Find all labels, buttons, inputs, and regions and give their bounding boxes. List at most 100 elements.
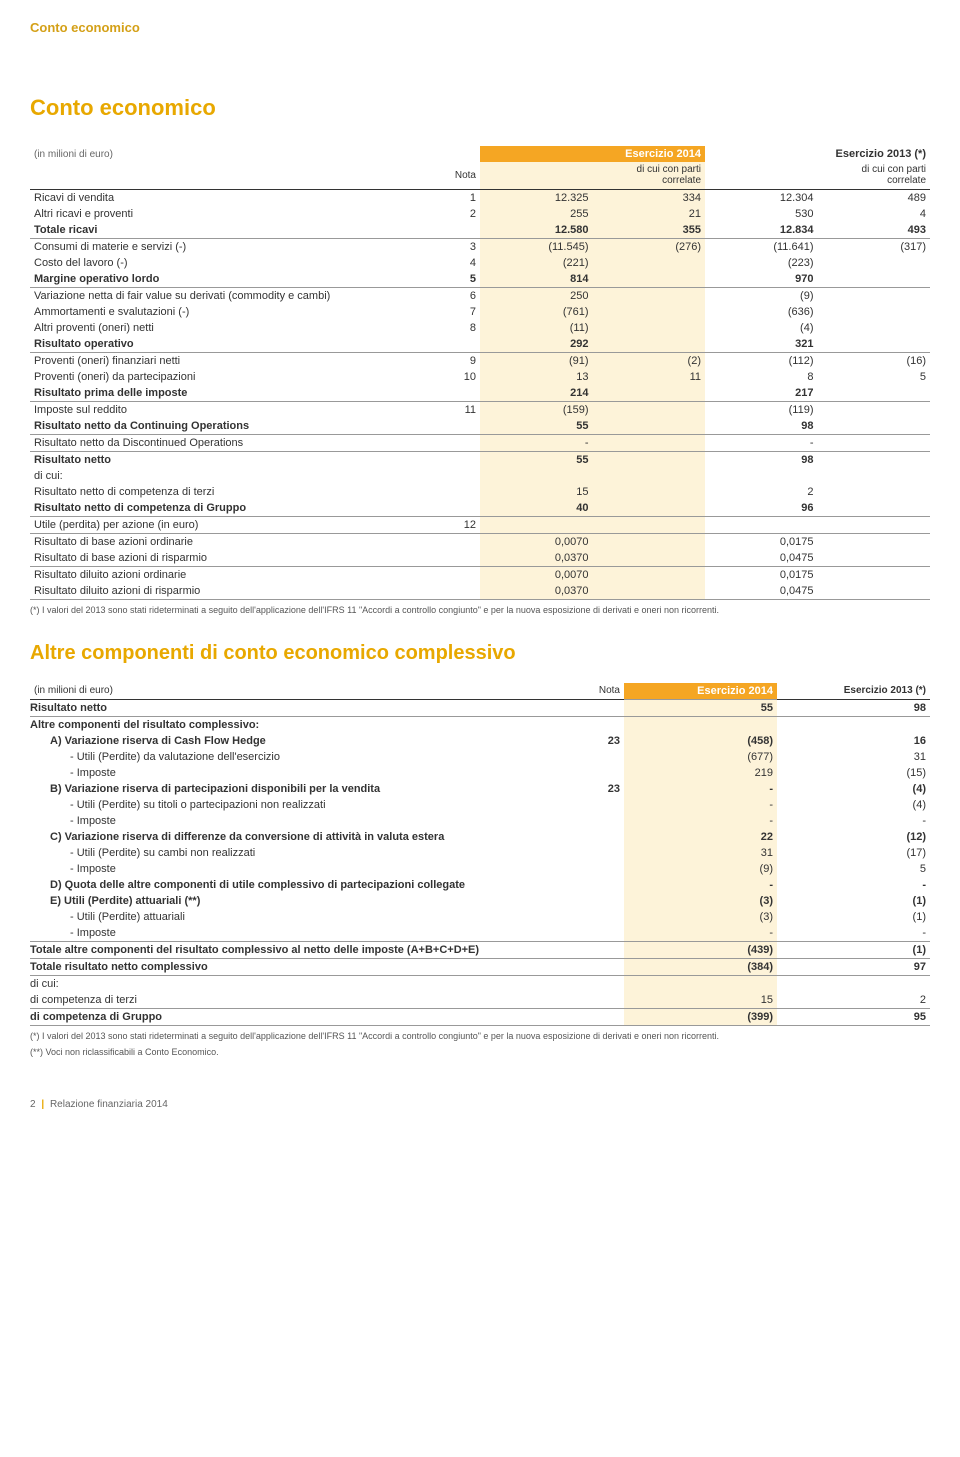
row-c13: 4 bbox=[818, 206, 931, 222]
row-v14: (11) bbox=[480, 320, 593, 336]
row-v13: 16 bbox=[777, 733, 930, 749]
row-label: - Imposte bbox=[30, 925, 552, 942]
row-label: B) Variazione riserva di partecipazioni … bbox=[30, 781, 552, 797]
row-v13: 2 bbox=[705, 484, 818, 500]
row-c14 bbox=[593, 567, 706, 584]
table-row: Risultato prima delle imposte214217 bbox=[30, 385, 930, 402]
row-v14: 214 bbox=[480, 385, 593, 402]
row-v13: 98 bbox=[705, 418, 818, 435]
row-v13 bbox=[777, 716, 930, 733]
row-label: - Utili (Perdite) attuariali bbox=[30, 909, 552, 925]
table-row: Ricavi di vendita112.32533412.304489 bbox=[30, 190, 930, 207]
row-v13: 0,0175 bbox=[705, 534, 818, 551]
row-label: Risultato operativo bbox=[30, 336, 424, 353]
row-label: di competenza di terzi bbox=[30, 992, 552, 1009]
row-nota: 4 bbox=[424, 255, 480, 271]
row-v14: - bbox=[624, 781, 777, 797]
table1-header-row1: (in milioni di euro) Esercizio 2014 Eser… bbox=[30, 146, 930, 162]
table-row: B) Variazione riserva di partecipazioni … bbox=[30, 781, 930, 797]
row-v14: (11.545) bbox=[480, 239, 593, 256]
row-label: Risultato prima delle imposte bbox=[30, 385, 424, 402]
row-v14: 40 bbox=[480, 500, 593, 517]
row-label: Risultato netto bbox=[30, 699, 552, 716]
table-row: - Utili (Perdite) attuariali(3)(1) bbox=[30, 909, 930, 925]
row-nota bbox=[552, 1008, 624, 1025]
row-nota bbox=[424, 222, 480, 239]
row-c14 bbox=[593, 452, 706, 469]
row-v13: 95 bbox=[777, 1008, 930, 1025]
row-v13: 321 bbox=[705, 336, 818, 353]
row-v14: 12.325 bbox=[480, 190, 593, 207]
row-v13: - bbox=[777, 813, 930, 829]
row-v13: 12.834 bbox=[705, 222, 818, 239]
row-nota bbox=[552, 941, 624, 958]
table-row: Risultato netto di competenza di Gruppo4… bbox=[30, 500, 930, 517]
row-label: A) Variazione riserva di Cash Flow Hedge bbox=[30, 733, 552, 749]
table-row: Risultato netto da Continuing Operations… bbox=[30, 418, 930, 435]
table-row: Altre componenti del risultato complessi… bbox=[30, 716, 930, 733]
row-c13 bbox=[818, 320, 931, 336]
row-c14: 21 bbox=[593, 206, 706, 222]
row-nota: 6 bbox=[424, 288, 480, 305]
row-v14: (9) bbox=[624, 861, 777, 877]
row-v13 bbox=[705, 468, 818, 484]
row-nota bbox=[552, 699, 624, 716]
comprehensive-income-table: (in milioni di euro) Nota Esercizio 2014… bbox=[30, 683, 930, 1026]
row-nota: 8 bbox=[424, 320, 480, 336]
row-v14: 0,0370 bbox=[480, 550, 593, 567]
row-c14 bbox=[593, 418, 706, 435]
row-label: Risultato netto di competenza di terzi bbox=[30, 484, 424, 500]
row-nota bbox=[424, 418, 480, 435]
table-row: di cui: bbox=[30, 975, 930, 992]
row-v13: 0,0475 bbox=[705, 583, 818, 600]
table2-header-row: (in milioni di euro) Nota Esercizio 2014… bbox=[30, 683, 930, 700]
row-c14 bbox=[593, 271, 706, 288]
row-v14: - bbox=[624, 877, 777, 893]
row-c14 bbox=[593, 288, 706, 305]
row-v13: 12.304 bbox=[705, 190, 818, 207]
row-label: Costo del lavoro (-) bbox=[30, 255, 424, 271]
row-v13: (4) bbox=[705, 320, 818, 336]
row-nota bbox=[552, 909, 624, 925]
col-nota: Nota bbox=[424, 162, 480, 190]
unit-label-2: (in milioni di euro) bbox=[30, 683, 552, 700]
row-c13 bbox=[818, 452, 931, 469]
row-v14: 55 bbox=[480, 452, 593, 469]
row-c13 bbox=[818, 517, 931, 534]
row-nota: 11 bbox=[424, 402, 480, 419]
table-row: Risultato netto da Discontinued Operatio… bbox=[30, 435, 930, 452]
row-v13: (1) bbox=[777, 893, 930, 909]
row-nota bbox=[552, 765, 624, 781]
row-c13: 5 bbox=[818, 369, 931, 385]
row-v14: 55 bbox=[624, 699, 777, 716]
row-v13: - bbox=[705, 435, 818, 452]
row-c14 bbox=[593, 534, 706, 551]
row-c13: 489 bbox=[818, 190, 931, 207]
row-nota: 23 bbox=[552, 781, 624, 797]
footnote-2a: (*) I valori del 2013 sono stati rideter… bbox=[30, 1031, 930, 1043]
row-nota bbox=[424, 583, 480, 600]
row-c14 bbox=[593, 402, 706, 419]
footer-page-number: 2 bbox=[30, 1099, 36, 1110]
table-row: - Imposte-- bbox=[30, 813, 930, 829]
row-label: D) Quota delle altre componenti di utile… bbox=[30, 877, 552, 893]
row-c13 bbox=[818, 550, 931, 567]
row-c13 bbox=[818, 402, 931, 419]
row-c13 bbox=[818, 255, 931, 271]
row-label: C) Variazione riserva di differenze da c… bbox=[30, 829, 552, 845]
footnote-2b: (**) Voci non riclassificabili a Conto E… bbox=[30, 1047, 930, 1059]
row-v13: (11.641) bbox=[705, 239, 818, 256]
row-nota bbox=[552, 877, 624, 893]
title-main: Conto economico bbox=[30, 95, 930, 121]
row-v13: 5 bbox=[777, 861, 930, 877]
row-nota: 23 bbox=[552, 733, 624, 749]
row-nota bbox=[552, 992, 624, 1009]
col-sub-2013: di cui con parti correlate bbox=[818, 162, 931, 190]
row-c14 bbox=[593, 550, 706, 567]
row-c13 bbox=[818, 304, 931, 320]
table-row: Proventi (oneri) finanziari netti9(91)(2… bbox=[30, 353, 930, 370]
table-row: Ammortamenti e svalutazioni (-)7(761)(63… bbox=[30, 304, 930, 320]
table-row: Altri proventi (oneri) netti8(11)(4) bbox=[30, 320, 930, 336]
row-v14: 12.580 bbox=[480, 222, 593, 239]
table1-header-row2: Nota di cui con parti correlate di cui c… bbox=[30, 162, 930, 190]
